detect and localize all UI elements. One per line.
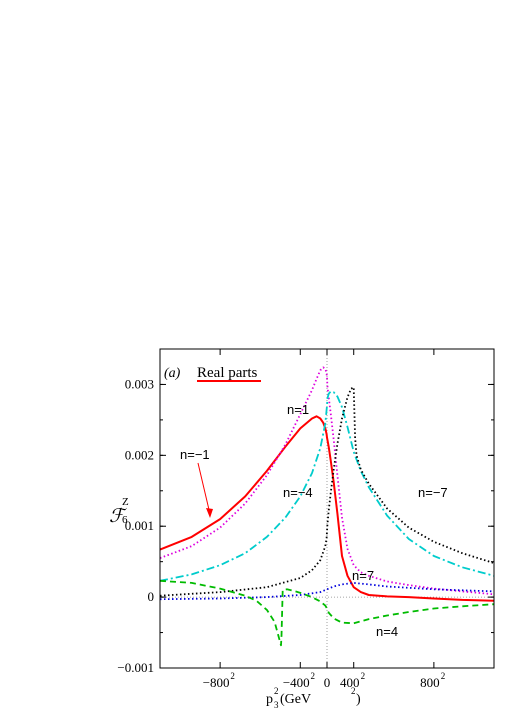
x-tick-label: 800 (420, 675, 440, 690)
x-tick-label-superscript: 2 (310, 671, 315, 681)
series-line-n-7 (159, 582, 495, 601)
x-axis-label-units-superscript: 2 (351, 686, 356, 696)
x-tick-label-superscript: 2 (361, 671, 366, 681)
x-axis-label-units-close: ) (356, 692, 361, 707)
x-axis-label-superscript: 2 (274, 686, 279, 696)
x-tick-label: 0 (324, 675, 331, 690)
y-tick-label: 0 (148, 589, 155, 604)
panel-label: (a) (164, 366, 181, 381)
x-tick-label: −800 (203, 675, 230, 690)
annotation-n-minus-7: n=−7 (418, 485, 448, 500)
annotation-n-minus-1: n=−1 (180, 447, 210, 462)
y-axis-label-symbol: ℱ (109, 506, 127, 527)
x-tick-label: 400 (340, 675, 360, 690)
x-axis-label: p 3 2 (GeV 2 ) (266, 686, 361, 708)
x-axis-label-subscript: 3 (274, 700, 279, 708)
y-tick-label: 0.001 (125, 518, 154, 533)
y-axis-label-superscript: Z (122, 496, 129, 508)
annotation-n-minus-1-pointer (197, 462, 211, 515)
annotation-n-minus-4: n=−4 (283, 485, 313, 500)
annotation-n4: n=4 (376, 624, 398, 639)
x-tick-label-superscript: 2 (230, 671, 235, 681)
y-tick-label: 0.002 (125, 447, 154, 462)
annotation-n7: n=7 (352, 568, 374, 583)
annotation-n1: n=1 (287, 402, 309, 417)
series-line-n-minus1 (159, 415, 495, 602)
series-line-n-minus7 (159, 386, 495, 597)
y-tick-label: −0.001 (117, 660, 154, 675)
x-tick-label: −400 (283, 675, 310, 690)
chart-title: Real parts (197, 365, 258, 381)
y-axis-label-subscript: 6 (122, 514, 128, 526)
series-line-n-minus4 (159, 390, 495, 582)
x-axis-label-base: p (266, 692, 273, 707)
series-line-n-4 (159, 579, 495, 647)
series-layer (159, 366, 495, 647)
y-tick-label: 0.003 (125, 376, 154, 391)
series-line-n-1 (159, 366, 495, 596)
annotation-n-minus-1-arrowhead (206, 508, 213, 518)
x-tick-label-superscript: 2 (441, 671, 446, 681)
x-axis-label-units: (GeV (280, 692, 311, 707)
y-axis-label: ℱ Z 6 (109, 496, 129, 527)
